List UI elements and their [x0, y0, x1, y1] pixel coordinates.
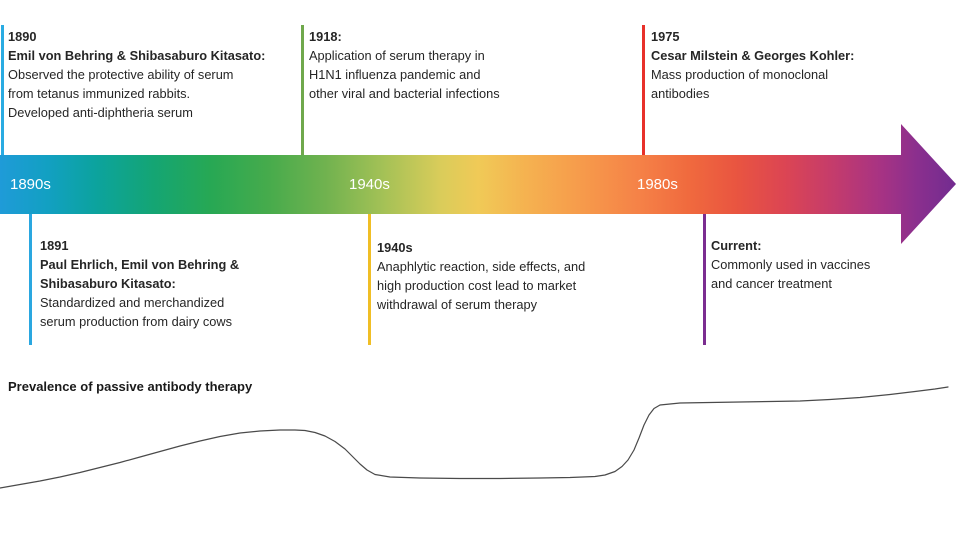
event-description: Standardized and merchandized serum prod…: [40, 295, 233, 329]
prevalence-curve: [0, 386, 949, 489]
event-year: 1890: [8, 29, 37, 44]
event-year: Current:: [711, 238, 762, 253]
marker-line-1891: [29, 214, 32, 345]
prevalence-curve-line: [0, 386, 949, 489]
event-description: Application of serum therapy in H1N1 inf…: [309, 48, 500, 101]
event-block-1940s: 1940s Anaphlytic reaction, side effects,…: [377, 238, 647, 314]
event-block-1891: 1891 Paul Ehrlich, Emil von Behring & Sh…: [40, 236, 310, 331]
prevalence-title: Prevalence of passive antibody therapy: [8, 379, 253, 394]
event-block-1918: 1918: Application of serum therapy in H1…: [309, 27, 569, 103]
event-description: Anaphlytic reaction, side effects, and h…: [377, 259, 586, 312]
event-block-current: Current: Commonly used in vaccines and c…: [711, 236, 941, 293]
marker-line-1940s: [368, 214, 371, 345]
event-year: 1891: [40, 238, 69, 253]
event-year: 1918:: [309, 29, 342, 44]
event-description: Mass production of monoclonal antibodies: [651, 67, 829, 101]
event-year: 1940s: [377, 240, 413, 255]
event-names: Cesar Milstein & Georges Kohler:: [651, 48, 855, 63]
event-description: Commonly used in vaccines and cancer tre…: [711, 257, 871, 291]
decade-label-1980s: 1980s: [637, 176, 678, 193]
timeline-arrow-shape: [0, 124, 956, 244]
event-names: Emil von Behring & Shibasaburo Kitasato:: [8, 48, 266, 63]
decade-label-1890s: 1890s: [10, 176, 51, 193]
marker-line-1890: [1, 25, 4, 155]
decade-label-1940s: 1940s: [349, 176, 390, 193]
marker-line-1918: [301, 25, 304, 155]
event-year: 1975: [651, 29, 680, 44]
event-names: Paul Ehrlich, Emil von Behring & Shibasa…: [40, 257, 240, 291]
marker-line-1975: [642, 25, 645, 155]
timeline-arrow: [0, 124, 956, 244]
event-description: Observed the protective ability of serum…: [8, 67, 234, 120]
event-block-1890: 1890 Emil von Behring & Shibasaburo Kita…: [8, 27, 308, 122]
event-block-1975: 1975 Cesar Milstein & Georges Kohler: Ma…: [651, 27, 941, 103]
marker-line-current: [703, 214, 706, 345]
